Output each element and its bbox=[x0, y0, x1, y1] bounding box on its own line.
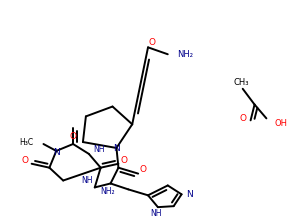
Text: N: N bbox=[113, 145, 120, 153]
Text: NH: NH bbox=[150, 209, 162, 218]
Text: N: N bbox=[53, 148, 60, 157]
Text: NH: NH bbox=[93, 145, 104, 154]
Text: O: O bbox=[121, 156, 128, 165]
Text: N: N bbox=[186, 190, 193, 199]
Text: NH₂: NH₂ bbox=[100, 187, 115, 196]
Text: CH₃: CH₃ bbox=[233, 78, 248, 87]
Text: O: O bbox=[140, 165, 147, 174]
Text: NH₂: NH₂ bbox=[178, 50, 194, 59]
Text: OH: OH bbox=[274, 119, 287, 128]
Text: H₃C: H₃C bbox=[20, 138, 34, 146]
Text: O: O bbox=[21, 156, 28, 165]
Text: O: O bbox=[70, 132, 76, 141]
Text: O: O bbox=[239, 114, 246, 123]
Text: NH: NH bbox=[81, 176, 93, 185]
Text: O: O bbox=[148, 38, 155, 47]
